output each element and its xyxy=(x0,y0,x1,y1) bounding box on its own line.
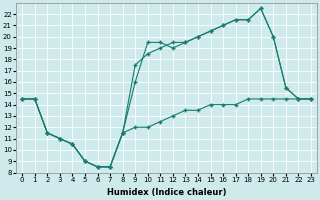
X-axis label: Humidex (Indice chaleur): Humidex (Indice chaleur) xyxy=(107,188,226,197)
